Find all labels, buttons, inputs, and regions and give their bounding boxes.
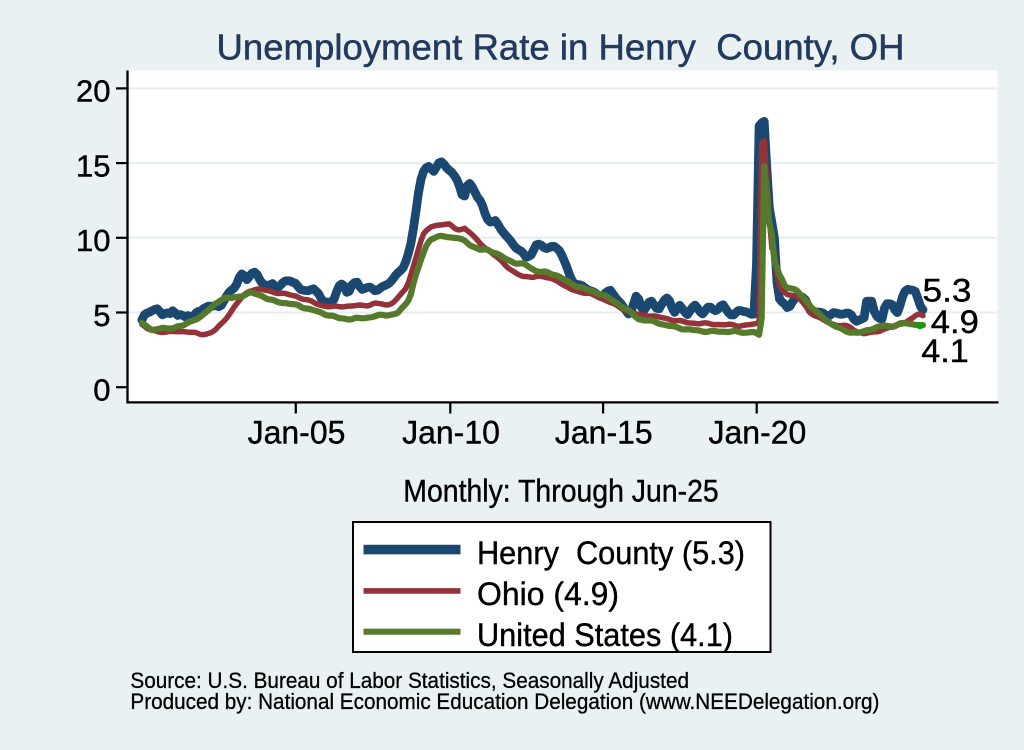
svg-text:4.1: 4.1 [921, 333, 969, 369]
svg-text:Ohio (4.9): Ohio (4.9) [477, 576, 619, 612]
svg-text:20: 20 [76, 74, 110, 109]
svg-text:Unemployment Rate in Henry Co: Unemployment Rate in Henry County, OH [217, 27, 905, 68]
svg-text:Monthly: Through Jun-25: Monthly: Through Jun-25 [403, 473, 718, 509]
svg-text:Jan-05: Jan-05 [248, 414, 346, 450]
svg-text:5: 5 [93, 298, 110, 333]
svg-text:Jan-20: Jan-20 [708, 414, 806, 450]
svg-text:15: 15 [76, 148, 110, 183]
svg-text:5.3: 5.3 [923, 272, 972, 308]
svg-text:0: 0 [93, 373, 110, 408]
svg-text:Produced by: National Economic: Produced by: National Economic Education… [130, 689, 879, 714]
svg-text:10: 10 [76, 223, 110, 258]
svg-text:Henry County (5.3): Henry County (5.3) [477, 535, 745, 571]
svg-text:United States (4.1): United States (4.1) [477, 617, 733, 653]
svg-text:4.9: 4.9 [931, 304, 979, 340]
svg-text:Jan-10: Jan-10 [402, 414, 500, 450]
svg-text:Source: U.S. Bureau of Labor S: Source: U.S. Bureau of Labor Statistics,… [130, 668, 689, 693]
svg-text:Jan-15: Jan-15 [555, 414, 653, 450]
